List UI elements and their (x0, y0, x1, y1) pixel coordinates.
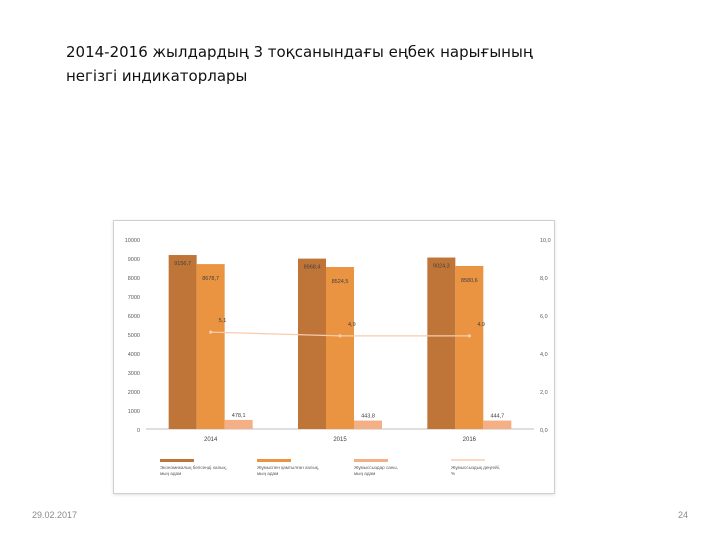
bar-data-label: 478,1 (232, 413, 246, 419)
y-left-tick-label: 1000 (128, 409, 140, 415)
chart-container: 0 1000 2000 3000 4000 5000 6000 7000 8000 9000 100… (113, 220, 555, 494)
bar-3 (354, 420, 382, 429)
y-left-tick-label: 10000 (125, 238, 140, 244)
legend-label: Экономикалық белсенді халық, мың адам (160, 465, 227, 476)
legend-label: Жұмыссыздар саны, мың адам (354, 465, 398, 476)
bar-data-label: 9156,7 (174, 261, 191, 267)
line-data-label: 4,9 (477, 322, 485, 328)
y-left-tick-label: 8000 (128, 276, 140, 282)
y-right-tick-label: 8,0 (540, 276, 548, 282)
y-left-tick-label: 9000 (128, 257, 140, 263)
labor-market-chart: 0 1000 2000 3000 4000 5000 6000 7000 8000 9000 100… (125, 238, 551, 476)
slide-title: 2014-2016 жылдардың 3 тоқсанындағы еңбек… (66, 40, 626, 88)
bar-data-label: 444,7 (490, 414, 504, 420)
x-tick-label: 2015 (333, 437, 347, 443)
bar-3 (483, 420, 512, 429)
bar-3 (224, 419, 253, 429)
bar-data-label: 9024,3 (433, 264, 450, 270)
bar-data-label: 8968,4 (304, 265, 321, 271)
line-point (467, 334, 471, 338)
y-left-tick-label: 5000 (128, 333, 140, 339)
bar-data-label: 8524,5 (332, 279, 349, 285)
y-right-tick-label: 2,0 (540, 390, 548, 396)
y-left-tick-label: 6000 (128, 314, 140, 320)
y-left-tick-label: 3000 (128, 371, 140, 377)
y-right-tick-label: 4,0 (540, 352, 548, 358)
y-right-tick-label: 0,0 (540, 428, 548, 434)
title-line-2: негізгі индикаторлары (66, 67, 248, 85)
y-left-tick-label: 4000 (128, 352, 140, 358)
bar-1 (168, 255, 197, 429)
legend-swatch (160, 459, 194, 462)
footer-date: 29.02.2017 (32, 510, 78, 520)
line-point (338, 334, 342, 338)
y-left-tick-label: 7000 (128, 295, 140, 301)
y-left-tick-label: 2000 (128, 390, 140, 396)
page-number: 24 (677, 510, 688, 520)
legend-swatch (354, 459, 388, 462)
legend-label: Жұмыспен қамтылған халық, мың адам (257, 465, 319, 476)
line-point (209, 330, 213, 334)
bar-data-label: 8678,7 (202, 276, 219, 282)
bar-2 (326, 267, 354, 429)
title-line-1: 2014-2016 жылдардың 3 тоқсанындағы еңбек… (66, 43, 533, 61)
bar-1 (427, 257, 456, 429)
line-data-label: 5,1 (219, 318, 227, 324)
y-right-tick-label: 6,0 (540, 314, 548, 320)
x-tick-label: 2016 (463, 437, 477, 443)
line-data-label: 4,9 (348, 322, 356, 328)
bar-data-label: 8580,6 (461, 278, 478, 284)
bar-2 (196, 264, 225, 429)
y-right-tick-label: 10,0 (540, 238, 551, 244)
y-left-tick-label: 0 (137, 428, 140, 434)
legend-label: Жұмыссыздық деңгейі,% (451, 464, 500, 476)
bar-data-label: 443,8 (361, 414, 375, 420)
bar-2 (455, 265, 484, 429)
legend-swatch (257, 459, 291, 462)
bar-1 (298, 258, 326, 429)
x-tick-label: 2014 (204, 437, 218, 443)
